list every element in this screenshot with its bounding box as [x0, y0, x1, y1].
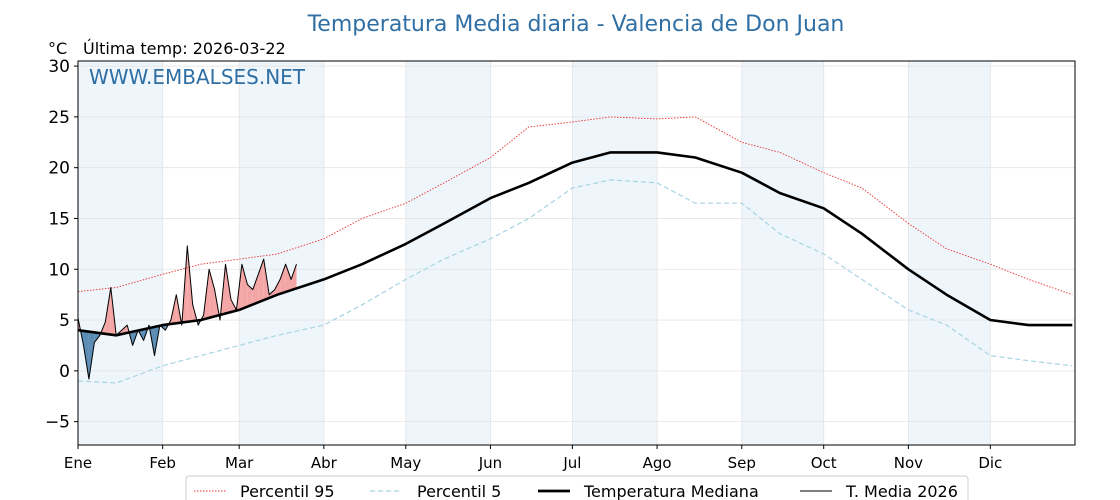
fill-above-median — [247, 284, 253, 307]
plot-frame — [77, 60, 1076, 446]
y-tick-label: 30 — [48, 57, 70, 77]
month-band-may — [405, 61, 491, 445]
fill-below-median — [83, 330, 89, 379]
chart-title: Temperatura Media diaria - Valencia de D… — [307, 12, 845, 37]
fill-above-median — [291, 264, 297, 291]
x-tick-label: Ago — [643, 454, 672, 472]
y-tick-label: 15 — [48, 209, 70, 229]
fill-above-median — [225, 264, 231, 314]
y-axis: 30 25 20 15 10 5 0 −5 — [45, 57, 78, 433]
x-tick-label: Nov — [894, 454, 923, 472]
fill-above-median — [280, 264, 286, 294]
fill-above-median — [285, 264, 292, 292]
fill-above-median — [121, 325, 128, 335]
y-tick-label: 25 — [48, 108, 70, 128]
fill-above-median — [274, 279, 281, 296]
x-tick-label: Sep — [728, 454, 756, 472]
legend-label-p5: Percentil 5 — [417, 482, 501, 500]
x-tick-label: May — [390, 454, 421, 472]
legend-label-p95: Percentil 95 — [240, 482, 335, 500]
x-tick-label: Jun — [478, 454, 502, 472]
x-tick-label: Dic — [978, 454, 1002, 472]
x-tick-label: Ene — [64, 454, 92, 472]
y-tick-label: 5 — [59, 311, 70, 331]
series-line-media-2026 — [77, 245, 297, 380]
grid — [77, 61, 1075, 445]
month-band-jul — [572, 61, 658, 445]
series-line-percentil-5 — [77, 179, 1073, 384]
series-line-percentil-95 — [77, 116, 1073, 296]
legend: Percentil 95 Percentil 5 Temperatura Med… — [185, 475, 969, 500]
x-tick-label: Feb — [149, 454, 176, 472]
fill-above-median — [241, 264, 248, 309]
x-axis: Ene Feb Mar Abr May Jun Jul Ago Sep Oct Nov Dic — [64, 445, 1002, 472]
legend-label-median: Temperatura Mediana — [583, 482, 759, 500]
series-line-mediana — [77, 151, 1073, 337]
y-tick-label: 0 — [59, 362, 70, 382]
watermark: WWW.EMBALSES.NET — [89, 65, 306, 89]
plot-background — [78, 61, 991, 445]
y-tick-label: −5 — [45, 413, 70, 433]
fill-above-median — [252, 274, 259, 305]
month-band-nov — [908, 61, 991, 445]
y-tick-label: 20 — [48, 159, 70, 179]
x-tick-label: Jul — [562, 454, 581, 472]
last-temp-label: Última temp: 2026-03-22 — [83, 39, 286, 58]
x-tick-label: Mar — [225, 454, 254, 472]
series-lines — [77, 116, 1073, 384]
x-tick-label: Oct — [811, 454, 837, 472]
legend-box — [185, 475, 969, 500]
x-tick-label: Abr — [311, 454, 338, 472]
fill-above-median — [258, 259, 264, 303]
month-band-sep — [741, 61, 824, 445]
y-tick-label: 10 — [48, 260, 70, 280]
fill-above-median — [209, 269, 215, 318]
month-band-ene — [78, 61, 163, 445]
legend-label-current: T. Media 2026 — [845, 482, 958, 500]
unit-label: °C — [48, 39, 67, 58]
